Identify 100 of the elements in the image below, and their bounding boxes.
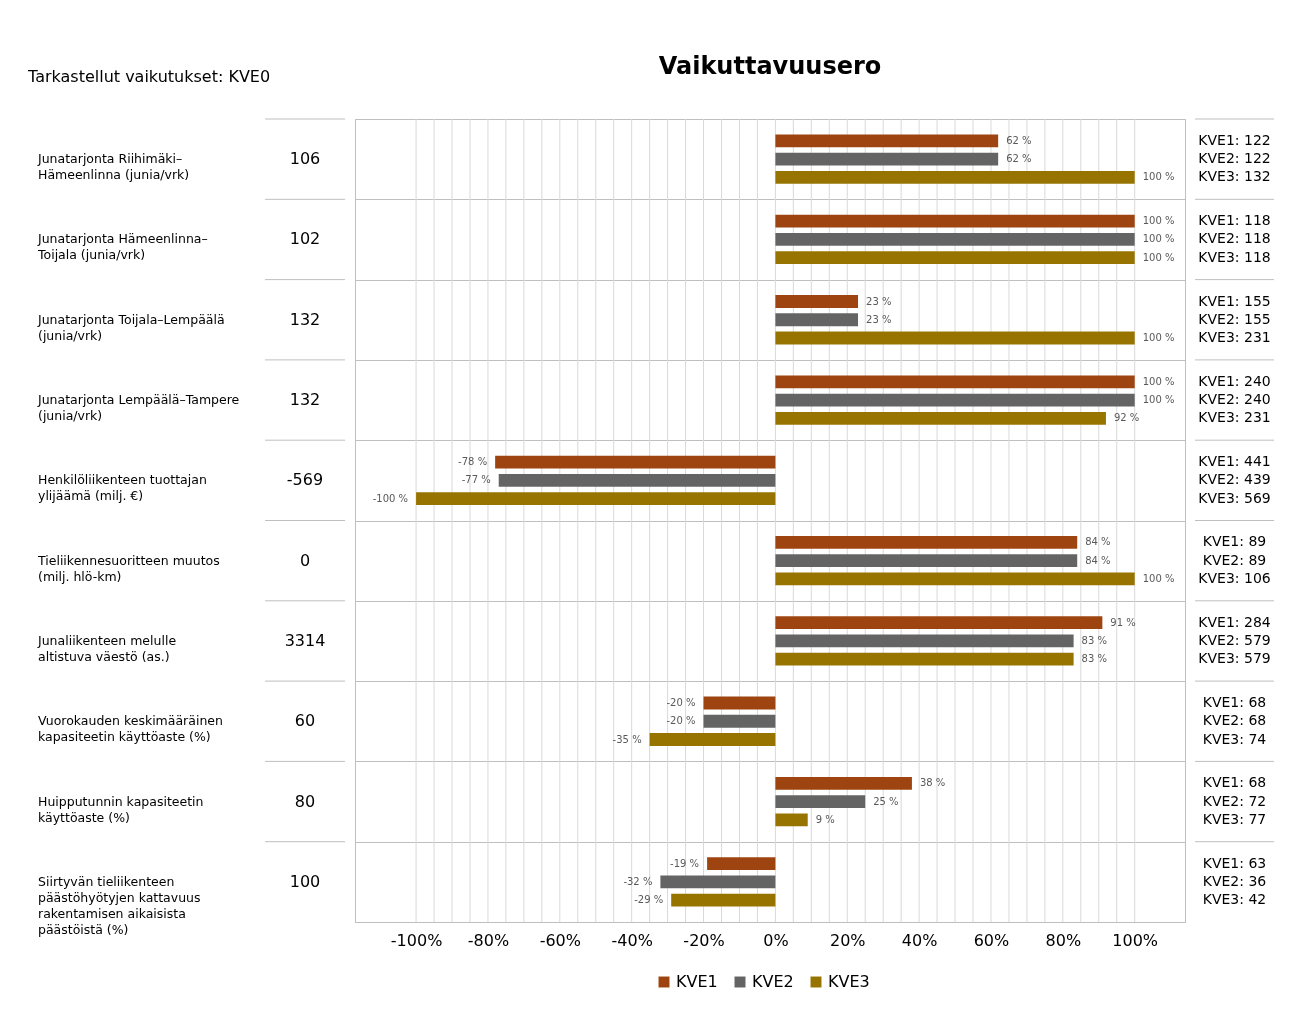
text: 80 (294, 791, 316, 811)
legend-label: KVE2 (752, 972, 794, 991)
bar (775, 813, 808, 827)
y-tick-label: Tieliikennesuoritteen muutos (milj. hlö-km) (37, 552, 220, 584)
text: 132 (289, 309, 321, 329)
data-label: -29 % (634, 894, 664, 906)
data-label: 100 % (1142, 332, 1175, 343)
text: KVE3: 74 (1202, 730, 1267, 747)
text: KVE3: 77 (1202, 810, 1267, 827)
bar (775, 295, 859, 308)
x-tick-label: 0% (763, 930, 789, 950)
bar (649, 733, 776, 746)
data-label: 100 % (1142, 394, 1175, 406)
bar (775, 233, 1135, 246)
y-tick-label: Huipputunnin kapasiteetin käyttöaste (%) (38, 793, 204, 825)
text: KVE3: 42 (1202, 891, 1267, 908)
x-tick-label: -20% (683, 930, 725, 950)
text: 102 (289, 229, 321, 249)
text: 60 (294, 711, 316, 731)
text: KVE1: 68 (1202, 774, 1267, 791)
bar (775, 776, 912, 790)
data-label: 100 % (1142, 215, 1175, 227)
bar (775, 375, 1135, 389)
bar (495, 455, 776, 469)
x-tick-label: 80% (1045, 930, 1082, 950)
text: KVE2: 89 (1202, 551, 1267, 568)
bar (416, 492, 776, 505)
text: 3314 (284, 630, 326, 650)
text: KVE3: 579 (1198, 650, 1271, 667)
y-tick-label: Junatarjonta Lempäälä–Tampere (junia/vrk) (37, 392, 240, 424)
text: KVE2: 439 (1198, 471, 1271, 488)
bar (775, 572, 1135, 586)
data-label: -77 % (461, 474, 491, 486)
data-label: -32 % (623, 875, 653, 887)
data-label: 23 % (866, 313, 892, 325)
bar (775, 251, 1135, 265)
x-tick-label: -40% (611, 930, 653, 950)
data-label: 62 % (1006, 134, 1032, 146)
data-label: 100 % (1142, 375, 1175, 387)
data-label: -35 % (612, 733, 642, 745)
text: KVE1: 441 (1198, 453, 1271, 470)
text: 100 (289, 871, 321, 891)
data-label: 92 % (1113, 412, 1140, 424)
data-label: -20 % (666, 715, 696, 727)
data-label: 100 % (1142, 233, 1175, 245)
text: KVE1: 122 (1198, 131, 1271, 148)
bar (775, 171, 1135, 184)
text: KVE3: 106 (1198, 569, 1271, 586)
text: KVE1: 240 (1198, 372, 1271, 389)
text: KVE2: 579 (1198, 631, 1271, 648)
text: KVE2: 155 (1198, 310, 1271, 327)
y-tick-label: Siirtyvän tieliikenteen päästöhyötyjen kattavuus rakentamisen aikaisista päästöistä (%) (38, 873, 201, 937)
bar (775, 134, 999, 148)
text: KVE1: 118 (1198, 212, 1271, 229)
data-label: 25 % (873, 795, 899, 807)
bar (671, 893, 776, 907)
text: KVE2: 72 (1202, 792, 1267, 809)
text: KVE2: 68 (1202, 712, 1267, 729)
text: KVE1: 284 (1198, 613, 1271, 630)
text: 106 (289, 149, 321, 169)
chart-title: Vaikuttavuusero (658, 51, 882, 80)
text: KVE2: 36 (1202, 872, 1267, 889)
text: 0 (299, 550, 311, 570)
text: Tarkastellut vaikutukset: KVE0 (27, 67, 271, 86)
text: KVE1: 155 (1198, 292, 1271, 309)
bar (660, 875, 776, 889)
x-tick-label: 40% (901, 930, 938, 950)
text: KVE3: 231 (1198, 329, 1271, 345)
bar (775, 411, 1106, 425)
data-label: 91 % (1110, 616, 1136, 628)
text: KVE3: 118 (1198, 248, 1271, 265)
bar (775, 393, 1135, 407)
bar (775, 652, 1074, 666)
bar (775, 616, 1103, 630)
bar (703, 714, 776, 728)
bar (775, 795, 866, 808)
bar (775, 634, 1074, 648)
bar (775, 536, 1078, 549)
bar (775, 313, 859, 327)
data-label: 84 % (1085, 536, 1111, 548)
data-label: 100 % (1142, 572, 1175, 584)
legend-label: KVE1 (676, 972, 718, 991)
x-tick-label: -60% (539, 930, 581, 950)
data-label: 9 % (815, 813, 835, 825)
y-tick-label: Vuorokauden keskimääräinen kapasiteetin käyttöaste (%) (38, 713, 223, 745)
text: KVE3: 132 (1198, 168, 1271, 185)
data-label: -78 % (458, 456, 488, 468)
y-tick-label: Junaliikenteen melulle altistuva väestö (as.) (37, 632, 177, 664)
data-label: 62 % (1006, 153, 1032, 165)
text: KVE3: 569 (1198, 489, 1271, 506)
x-tick-label: -100% (390, 930, 443, 950)
bar (775, 554, 1078, 568)
x-tick-label: 60% (973, 930, 1010, 950)
data-label: 23 % (866, 295, 892, 307)
text: KVE2: 240 (1198, 391, 1271, 408)
data-label: 38 % (919, 777, 946, 789)
text: KVE1: 89 (1202, 533, 1267, 550)
bar (498, 473, 776, 487)
text: KVE2: 122 (1198, 150, 1271, 167)
x-tick-label: 100% (1112, 930, 1159, 950)
